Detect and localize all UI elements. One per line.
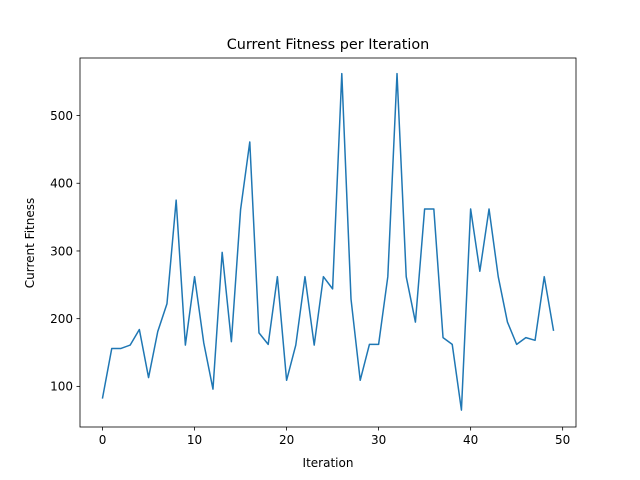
y-tick-label: 200 <box>50 312 73 326</box>
y-tick-label: 400 <box>50 177 73 191</box>
x-tick-label: 50 <box>555 433 570 447</box>
x-axis-label: Iteration <box>303 456 354 470</box>
x-tick-label: 40 <box>463 433 478 447</box>
fitness-line <box>101 72 555 411</box>
chart-title: Current Fitness per Iteration <box>227 37 430 53</box>
x-tick-label: 20 <box>279 433 294 447</box>
y-axis-label: Current Fitness <box>23 198 37 288</box>
x-tick-label: 0 <box>99 433 107 447</box>
plot-frame <box>79 57 577 428</box>
y-tick-label: 300 <box>50 244 73 258</box>
x-axis: 0 10 20 30 40 50 <box>99 427 570 447</box>
y-tick-label: 500 <box>50 109 73 123</box>
plot-area <box>79 57 577 428</box>
x-tick-label: 10 <box>187 433 202 447</box>
y-tick-label: 100 <box>50 380 73 394</box>
y-axis: 100 200 300 400 500 <box>50 109 80 394</box>
x-tick-label: 30 <box>371 433 386 447</box>
